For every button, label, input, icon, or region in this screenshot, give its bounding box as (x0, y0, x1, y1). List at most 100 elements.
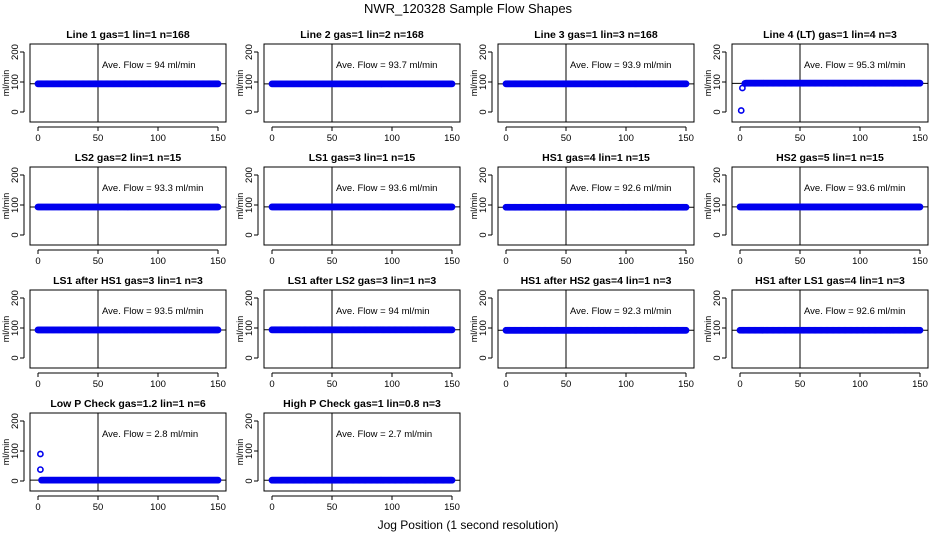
y-tick-label: 100 (244, 197, 255, 213)
panel-title: Line 4 (LT) gas=1 lin=4 n=3 (763, 29, 897, 41)
x-tick-label: 50 (93, 256, 104, 267)
panel-5: LS2 gas=2 lin=1 n=15 0 100 200 ml/min 0 50 100 1… (1, 152, 227, 267)
data-point (916, 203, 924, 211)
y-tick-label: 100 (10, 320, 21, 336)
x-tick-label: 0 (503, 133, 508, 144)
y-tick-label: 200 (10, 44, 21, 60)
data-point (214, 326, 222, 334)
ave-flow-annotation: Ave. Flow = 95.3 ml/min (804, 60, 905, 71)
ave-flow-annotation: Ave. Flow = 93.5 ml/min (102, 306, 203, 317)
plot-frame (263, 166, 461, 246)
x-tick-label: 50 (795, 256, 806, 267)
x-tick-label: 100 (150, 256, 166, 267)
plot-frame (263, 412, 461, 492)
x-tick-label: 0 (269, 256, 274, 267)
plot-frame (263, 289, 461, 369)
x-tick-label: 100 (618, 379, 634, 390)
panel-title: HS1 gas=4 lin=1 n=15 (542, 152, 650, 164)
panel-title: High P Check gas=1 lin=0.8 n=3 (283, 398, 441, 410)
panel-1: Line 1 gas=1 lin=1 n=168 0 100 200 ml/min 0 50… (1, 29, 227, 144)
ave-flow-annotation: Ave. Flow = 2.7 ml/min (336, 429, 432, 440)
data-point (682, 203, 690, 211)
panel-title: Line 1 gas=1 lin=1 n=168 (66, 29, 190, 41)
x-tick-label: 50 (561, 379, 572, 390)
x-tick-label: 50 (561, 133, 572, 144)
y-tick-label: 200 (244, 413, 255, 429)
y-tick-label: 200 (712, 167, 723, 183)
y-tick-label: 100 (10, 197, 21, 213)
x-tick-label: 150 (210, 133, 226, 144)
data-point (214, 203, 222, 211)
y-axis-label: ml/min (1, 193, 11, 220)
x-tick-label: 100 (150, 502, 166, 513)
x-tick-label: 0 (269, 379, 274, 390)
panel-title: Line 3 gas=1 lin=3 n=168 (534, 29, 658, 41)
ave-flow-annotation: Ave. Flow = 94 ml/min (336, 306, 430, 317)
data-point (737, 107, 745, 114)
x-tick-label: 0 (35, 256, 40, 267)
x-tick-label: 100 (852, 379, 868, 390)
y-tick-label: 200 (244, 44, 255, 60)
x-tick-label: 100 (852, 133, 868, 144)
y-axis-label: ml/min (235, 439, 245, 466)
y-tick-label: 200 (712, 290, 723, 306)
plot-frame (29, 289, 227, 369)
x-tick-label: 50 (327, 256, 338, 267)
data-point (214, 476, 222, 484)
plot-frame (29, 166, 227, 246)
x-tick-label: 0 (35, 379, 40, 390)
y-tick-label: 0 (10, 109, 21, 114)
ave-flow-annotation: Ave. Flow = 93.6 ml/min (336, 183, 437, 194)
ave-flow-annotation: Ave. Flow = 93.9 ml/min (570, 60, 671, 71)
ave-flow-annotation: Ave. Flow = 92.6 ml/min (570, 183, 671, 194)
x-tick-label: 0 (737, 379, 742, 390)
y-tick-label: 100 (244, 74, 255, 90)
x-tick-label: 150 (912, 133, 928, 144)
panel-12: HS1 after LS1 gas=4 lin=1 n=3 0 100 200 ml/m… (703, 275, 929, 390)
x-tick-label: 150 (444, 133, 460, 144)
panel-title: Line 2 gas=1 lin=2 n=168 (300, 29, 424, 41)
x-tick-label: 150 (678, 379, 694, 390)
x-tick-label: 50 (795, 133, 806, 144)
x-tick-label: 150 (678, 256, 694, 267)
data-point (448, 326, 456, 334)
x-tick-label: 150 (912, 379, 928, 390)
data-point (916, 79, 924, 87)
y-tick-label: 0 (712, 232, 723, 237)
y-tick-label: 200 (10, 413, 21, 429)
panel-13: Low P Check gas=1.2 lin=1 n=6 0 100 200 ml/m… (1, 398, 227, 513)
y-tick-label: 100 (478, 74, 489, 90)
data-point (682, 326, 690, 334)
y-tick-label: 100 (244, 320, 255, 336)
x-tick-label: 100 (384, 379, 400, 390)
y-axis-label: ml/min (235, 316, 245, 343)
y-tick-label: 100 (478, 320, 489, 336)
y-tick-label: 0 (10, 478, 21, 483)
panel-title: HS1 after LS1 gas=4 lin=1 n=3 (755, 275, 905, 287)
y-tick-label: 100 (712, 197, 723, 213)
plot-frame (263, 43, 461, 123)
panel-title: Low P Check gas=1.2 lin=1 n=6 (50, 398, 205, 410)
y-tick-label: 200 (10, 290, 21, 306)
plot-frame (497, 166, 695, 246)
y-tick-label: 0 (10, 355, 21, 360)
panel-10: LS1 after LS2 gas=3 lin=1 n=3 0 100 200 ml/m… (235, 275, 461, 390)
x-tick-label: 150 (912, 256, 928, 267)
y-tick-label: 200 (478, 167, 489, 183)
x-tick-label: 150 (210, 256, 226, 267)
y-tick-label: 0 (244, 109, 255, 114)
data-point (448, 80, 456, 88)
x-tick-label: 100 (150, 133, 166, 144)
plot-frame (29, 412, 227, 492)
y-axis-label: ml/min (703, 316, 713, 343)
panel-7: HS1 gas=4 lin=1 n=15 0 100 200 ml/min 0 50 100 1… (469, 152, 695, 267)
data-point (916, 326, 924, 334)
panel-title: HS2 gas=5 lin=1 n=15 (776, 152, 884, 164)
plot-frame (731, 166, 929, 246)
y-tick-label: 100 (10, 443, 21, 459)
y-tick-label: 200 (10, 167, 21, 183)
panel-14: High P Check gas=1 lin=0.8 n=3 0 100 200 ml/… (235, 398, 461, 513)
y-axis-label: ml/min (469, 70, 479, 97)
ave-flow-annotation: Ave. Flow = 2.8 ml/min (102, 429, 198, 440)
